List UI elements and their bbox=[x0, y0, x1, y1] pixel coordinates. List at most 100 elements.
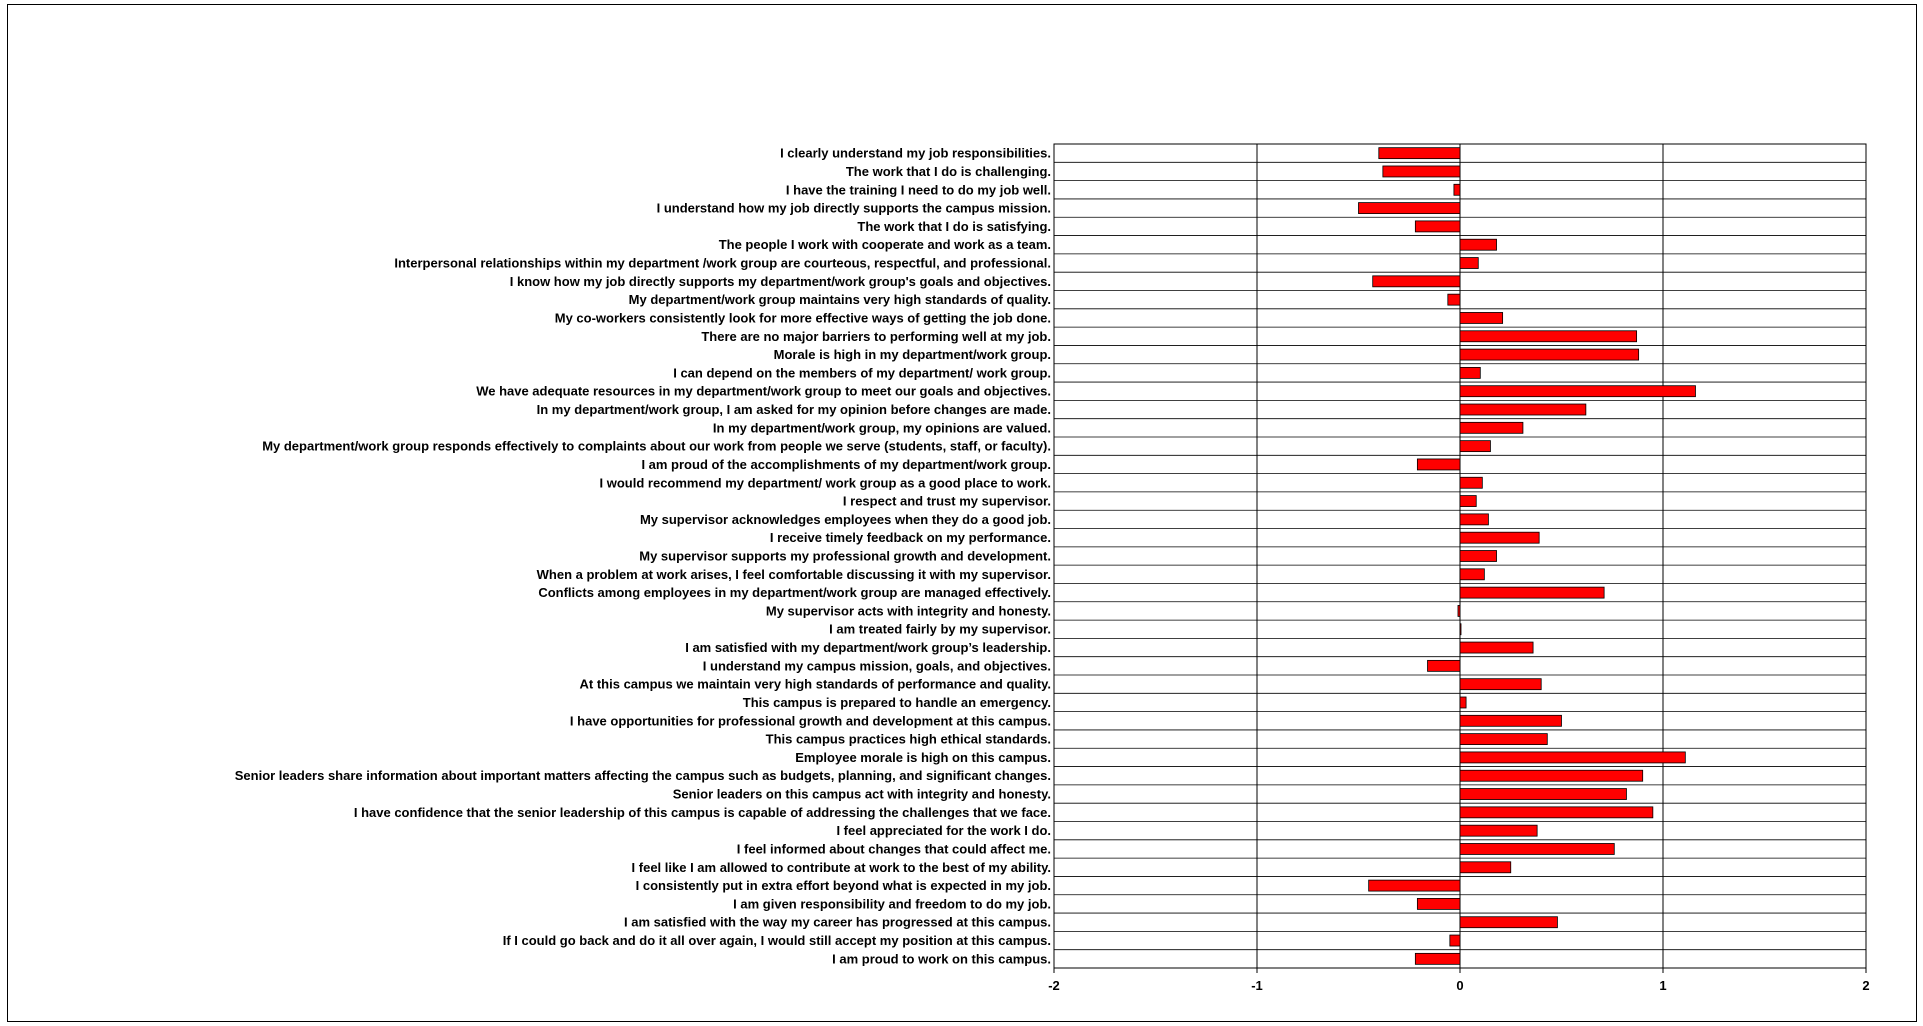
bar-44 bbox=[1414, 952, 1461, 965]
bar-24 bbox=[1459, 586, 1605, 599]
x-axis: -2 -1 0 1 2 bbox=[1048, 968, 1870, 993]
category-label-9: My co-workers consistently look for more… bbox=[555, 310, 1051, 325]
category-label-41: I am given responsibility and freedom to… bbox=[733, 896, 1051, 911]
bar-1 bbox=[1382, 165, 1461, 178]
bar-0 bbox=[1378, 147, 1461, 160]
category-label-29: At this campus we maintain very high sta… bbox=[580, 677, 1051, 692]
bar-6 bbox=[1459, 257, 1479, 269]
x-tick-label-3: 1 bbox=[1659, 978, 1666, 993]
bar-16 bbox=[1459, 440, 1491, 453]
category-label-28: I understand my campus mission, goals, a… bbox=[703, 658, 1051, 673]
category-label-14: In my department/work group, I am asked … bbox=[537, 402, 1051, 417]
category-label-2: I have the training I need to do my job … bbox=[786, 182, 1051, 197]
bar-29 bbox=[1459, 678, 1542, 691]
bar-43 bbox=[1449, 934, 1461, 947]
bar-21 bbox=[1459, 531, 1540, 544]
category-label-38: I feel informed about changes that could… bbox=[737, 841, 1051, 856]
x-tick-label-0: -2 bbox=[1048, 978, 1060, 993]
category-label-27: I am satisfied with my department/work g… bbox=[685, 640, 1051, 655]
category-label-25: My supervisor acts with integrity and ho… bbox=[766, 603, 1051, 618]
bar-42 bbox=[1459, 916, 1558, 929]
category-label-36: I have confidence that the senior leader… bbox=[354, 805, 1051, 820]
bar-8 bbox=[1447, 293, 1461, 306]
category-label-20: My supervisor acknowledges employees whe… bbox=[640, 512, 1051, 527]
bar-39 bbox=[1459, 861, 1512, 874]
bar-40 bbox=[1368, 879, 1461, 892]
grid-lines bbox=[1053, 144, 1867, 968]
category-label-18: I would recommend my department/ work gr… bbox=[600, 475, 1051, 490]
category-label-3: I understand how my job directly support… bbox=[657, 201, 1051, 216]
bar-13 bbox=[1459, 385, 1696, 398]
bar-12 bbox=[1459, 366, 1481, 379]
bar-10 bbox=[1459, 330, 1638, 343]
bar-32 bbox=[1459, 733, 1548, 746]
category-label-19: I respect and trust my supervisor. bbox=[843, 494, 1051, 509]
category-label-39: I feel like I am allowed to contribute a… bbox=[632, 860, 1051, 875]
category-label-35: Senior leaders on this campus act with i… bbox=[673, 787, 1051, 802]
bars bbox=[1358, 147, 1696, 965]
chart-frame bbox=[7, 4, 1917, 1022]
bar-28 bbox=[1427, 659, 1461, 672]
bar-4 bbox=[1414, 220, 1461, 233]
bar-17 bbox=[1416, 458, 1461, 471]
category-label-24: Conflicts among employees in my departme… bbox=[538, 585, 1051, 600]
category-label-22: My supervisor supports my professional g… bbox=[639, 549, 1051, 564]
bar-35 bbox=[1459, 788, 1627, 800]
category-label-13: We have adequate resources in my departm… bbox=[476, 384, 1051, 399]
category-label-8: My department/work group maintains very … bbox=[629, 292, 1051, 307]
bar-41 bbox=[1416, 898, 1461, 910]
bar-7 bbox=[1372, 275, 1461, 288]
category-label-21: I receive timely feedback on my performa… bbox=[770, 530, 1051, 545]
category-label-42: I am satisfied with the way my career ha… bbox=[624, 915, 1051, 930]
category-label-33: Employee morale is high on this campus. bbox=[795, 750, 1051, 765]
category-label-32: This campus practices high ethical stand… bbox=[766, 732, 1051, 747]
category-label-37: I feel appreciated for the work I do. bbox=[836, 823, 1051, 838]
bar-19 bbox=[1459, 495, 1477, 507]
x-tick-label-4: 2 bbox=[1862, 978, 1869, 993]
bar-37 bbox=[1459, 824, 1538, 837]
category-label-15: In my department/work group, my opinions… bbox=[713, 420, 1051, 435]
category-label-7: I know how my job directly supports my d… bbox=[510, 274, 1051, 289]
bar-30 bbox=[1459, 696, 1467, 709]
bar-2 bbox=[1453, 183, 1461, 196]
category-label-4: The work that I do is satisfying. bbox=[857, 219, 1051, 234]
category-label-0: I clearly understand my job responsibili… bbox=[780, 146, 1051, 161]
bar-26 bbox=[1459, 623, 1462, 636]
category-label-10: There are no major barriers to performin… bbox=[701, 329, 1051, 344]
category-label-1: The work that I do is challenging. bbox=[846, 164, 1051, 179]
bar-18 bbox=[1459, 476, 1483, 489]
category-label-17: I am proud of the accomplishments of my … bbox=[641, 457, 1051, 472]
category-label-26: I am treated fairly by my supervisor. bbox=[829, 622, 1051, 637]
bar-15 bbox=[1459, 421, 1524, 434]
category-labels: I clearly understand my job responsibili… bbox=[235, 146, 1051, 967]
category-label-5: The people I work with cooperate and wor… bbox=[719, 237, 1051, 252]
bar-36 bbox=[1459, 806, 1654, 819]
bar-11 bbox=[1459, 348, 1640, 361]
bar-27 bbox=[1459, 641, 1534, 654]
category-label-40: I consistently put in extra effort beyon… bbox=[636, 878, 1051, 893]
bar-5 bbox=[1459, 238, 1497, 251]
category-label-31: I have opportunities for professional gr… bbox=[570, 713, 1051, 728]
category-label-30: This campus is prepared to handle an eme… bbox=[743, 695, 1051, 710]
bar-14 bbox=[1459, 403, 1587, 416]
x-tick-label-2: 0 bbox=[1456, 978, 1463, 993]
category-label-44: I am proud to work on this campus. bbox=[832, 951, 1051, 966]
category-label-23: When a problem at work arises, I feel co… bbox=[537, 567, 1051, 582]
bar-22 bbox=[1459, 550, 1497, 562]
category-label-34: Senior leaders share information about i… bbox=[235, 768, 1051, 783]
category-label-6: Interpersonal relationships within my de… bbox=[394, 256, 1051, 271]
bar-25 bbox=[1457, 605, 1461, 617]
category-label-12: I can depend on the members of my depart… bbox=[673, 365, 1051, 380]
bar-38 bbox=[1459, 843, 1615, 855]
bar-23 bbox=[1459, 568, 1485, 581]
x-tick-label-1: -1 bbox=[1251, 978, 1263, 993]
category-label-11: Morale is high in my department/work gro… bbox=[774, 347, 1051, 362]
category-label-16: My department/work group responds effect… bbox=[262, 439, 1051, 454]
category-label-43: If I could go back and do it all over ag… bbox=[503, 933, 1051, 948]
bar-3 bbox=[1358, 202, 1461, 214]
bar-20 bbox=[1459, 513, 1489, 526]
bar-31 bbox=[1459, 714, 1562, 727]
bar-9 bbox=[1459, 312, 1504, 324]
bar-33 bbox=[1459, 751, 1686, 764]
